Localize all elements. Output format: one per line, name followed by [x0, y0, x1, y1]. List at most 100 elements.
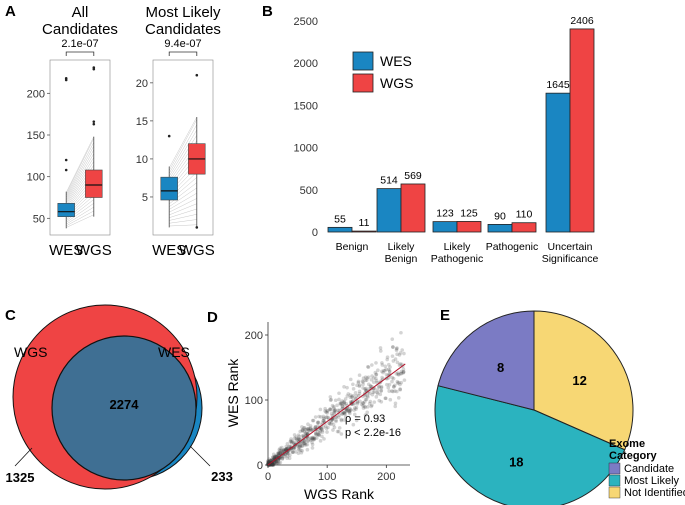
- scatter-point: [308, 426, 313, 430]
- pie-value-label: 18: [509, 454, 523, 469]
- scatter-point: [288, 453, 292, 458]
- scatter-point: [275, 461, 280, 465]
- scatter-point: [311, 437, 315, 442]
- fit-line: [267, 363, 406, 466]
- scatter-point: [392, 385, 396, 389]
- scatter-point: [391, 345, 395, 349]
- paired-line: [65, 157, 95, 203]
- scatter-point: [398, 371, 403, 376]
- scatter-point: [339, 401, 344, 406]
- scatter-point: [326, 415, 331, 420]
- scatter-point: [267, 460, 271, 464]
- scatter-point: [374, 361, 378, 365]
- scatter-point: [280, 445, 284, 450]
- scatter-point: [377, 385, 382, 389]
- scatter-point: [271, 452, 276, 457]
- y-tick-label: 150: [27, 130, 45, 142]
- scatter-point: [348, 395, 353, 400]
- scatter-point: [398, 387, 402, 392]
- scatter-point: [350, 395, 355, 400]
- scatter-point: [300, 440, 305, 444]
- scatter-point: [356, 380, 361, 385]
- scatter-point: [298, 443, 303, 448]
- scatter-point: [318, 430, 322, 435]
- scatter-point: [275, 454, 279, 458]
- scatter-point: [276, 461, 281, 466]
- scatter-point: [352, 401, 357, 406]
- scatter-point: [273, 461, 277, 465]
- scatter-point: [351, 393, 356, 398]
- scatter-point: [310, 446, 315, 450]
- scatter-point: [374, 373, 378, 377]
- scatter-point: [342, 400, 346, 405]
- scatter-point: [343, 415, 348, 419]
- scatter-point: [310, 442, 315, 447]
- scatter-point: [374, 395, 379, 399]
- scatter-point: [345, 409, 349, 413]
- scatter-point: [361, 386, 365, 390]
- y-tick-label: 20: [136, 78, 148, 90]
- scatter-point: [395, 352, 399, 357]
- scatter-point: [312, 437, 316, 442]
- scatter-point: [394, 348, 399, 353]
- scatter-point: [314, 431, 318, 436]
- scatter-point: [324, 415, 328, 420]
- legend-swatch: [608, 462, 621, 475]
- scatter-point: [320, 428, 325, 433]
- scatter-point: [320, 434, 324, 439]
- legend-label: WES: [380, 53, 412, 69]
- scatter-point: [381, 370, 385, 375]
- scatter-point: [379, 349, 383, 353]
- significance-bracket: [168, 51, 198, 56]
- scatter-point: [363, 397, 368, 402]
- scatter-point: [357, 373, 362, 378]
- scatter-point: [392, 383, 397, 388]
- scatter-point: [294, 435, 299, 439]
- scatter-point: [395, 381, 400, 385]
- scatter-point: [325, 409, 329, 413]
- scatter-point: [398, 382, 402, 387]
- scatter-point: [281, 448, 285, 453]
- x-category-label: Likely: [388, 241, 416, 253]
- scatter-point: [361, 401, 365, 406]
- scatter-point: [297, 444, 302, 448]
- scatter-point: [339, 418, 344, 423]
- scatter-point: [268, 458, 273, 463]
- scatter-point: [342, 399, 346, 404]
- scatter-point: [299, 450, 304, 455]
- scatter-point: [284, 447, 288, 451]
- scatter-point: [352, 408, 356, 412]
- scatter-point: [400, 348, 404, 352]
- scatter-point: [362, 400, 367, 404]
- scatter-point: [296, 437, 301, 441]
- scatter-point: [268, 458, 273, 463]
- scatter-point: [380, 375, 384, 380]
- scatter-point: [389, 389, 394, 393]
- scatter-point: [397, 372, 401, 377]
- scatter-point: [319, 426, 324, 431]
- scatter-point: [311, 418, 316, 423]
- panel-letter-c: C: [5, 307, 16, 324]
- scatter-point: [361, 376, 366, 381]
- scatter-point: [266, 459, 270, 463]
- paired-line: [168, 135, 198, 180]
- scatter-point: [390, 337, 395, 341]
- scatter-point: [342, 410, 346, 415]
- scatter-point: [278, 448, 282, 453]
- scatter-point: [365, 394, 370, 398]
- venn-count-wgs-only: 1325: [6, 470, 35, 485]
- scatter-point: [347, 409, 352, 413]
- scatter-point: [385, 357, 389, 362]
- scatter-point: [334, 418, 338, 423]
- scatter-point: [313, 425, 318, 429]
- bar-wgs: [351, 230, 377, 233]
- scatter-point: [366, 382, 371, 387]
- paired-line: [66, 199, 94, 222]
- scatter-point: [391, 376, 396, 381]
- scatter-point: [379, 385, 384, 390]
- scatter-point: [339, 432, 344, 436]
- plot-frame: [152, 59, 214, 236]
- scatter-point: [391, 389, 395, 394]
- scatter-point: [375, 388, 380, 392]
- scatter-point: [280, 455, 285, 460]
